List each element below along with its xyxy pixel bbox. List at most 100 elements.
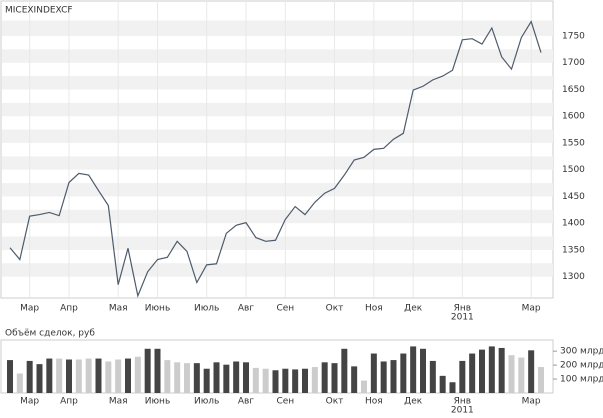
bar bbox=[85, 358, 92, 393]
bar bbox=[449, 382, 456, 393]
grid-band bbox=[2, 236, 553, 250]
bar bbox=[26, 360, 33, 393]
bar bbox=[331, 363, 338, 393]
chart-title: MICEXINDEXCF bbox=[5, 6, 73, 16]
bar bbox=[469, 353, 476, 393]
y-tick-label: 1600 bbox=[562, 112, 585, 122]
x-tick-label: Авг bbox=[238, 304, 254, 314]
bar bbox=[370, 353, 377, 393]
chart-title: Объём сделок, руб bbox=[5, 329, 95, 339]
y-tick-label: 300 млрд bbox=[560, 347, 603, 357]
bar bbox=[125, 358, 131, 393]
bar bbox=[134, 356, 141, 393]
bar bbox=[272, 370, 279, 393]
x-tick-label: Апр bbox=[60, 304, 78, 314]
bar bbox=[184, 363, 190, 393]
year-label: 2011 bbox=[451, 406, 474, 416]
bar bbox=[282, 368, 289, 393]
y-tick-label: 1350 bbox=[562, 245, 585, 255]
bar bbox=[223, 364, 230, 393]
x-tick-label: Мар bbox=[522, 304, 541, 314]
bar bbox=[75, 359, 82, 393]
bar bbox=[262, 368, 269, 393]
y-tick-label: 1650 bbox=[562, 85, 585, 95]
y-tick-label: 1750 bbox=[562, 32, 585, 42]
x-tick-label: Июль bbox=[194, 304, 219, 314]
x-tick-label: Ноя bbox=[365, 397, 383, 407]
price-line bbox=[9, 20, 542, 298]
grid-band bbox=[2, 76, 553, 90]
x-tick-label: Апр bbox=[60, 397, 78, 407]
y-tick-label: 1700 bbox=[562, 58, 585, 68]
y-tick-label: 100 млрд bbox=[560, 375, 603, 385]
bar bbox=[144, 348, 151, 393]
bar bbox=[95, 358, 102, 393]
x-tick-label: Мар bbox=[522, 397, 541, 407]
bar bbox=[7, 360, 13, 393]
grid-band bbox=[2, 102, 553, 117]
y-tick-label: 1300 bbox=[562, 272, 585, 282]
grid-band bbox=[2, 209, 553, 224]
x-tick-label: Окт bbox=[326, 397, 344, 407]
bar bbox=[36, 364, 43, 393]
bar bbox=[380, 361, 387, 393]
bar bbox=[203, 368, 210, 393]
x-tick-label: Июль bbox=[194, 397, 219, 407]
bar bbox=[410, 346, 417, 393]
bar bbox=[213, 362, 220, 393]
x-tick-label: Дек bbox=[404, 397, 423, 407]
bar bbox=[56, 358, 63, 393]
bar bbox=[105, 361, 112, 393]
x-tick-label: Сен bbox=[276, 397, 294, 407]
grid-band bbox=[2, 129, 553, 143]
bar bbox=[518, 357, 525, 393]
bar bbox=[459, 360, 466, 393]
grid-band bbox=[2, 20, 553, 37]
bar bbox=[292, 369, 299, 393]
bar bbox=[439, 375, 446, 393]
x-tick-label: Мар bbox=[20, 397, 39, 407]
bar bbox=[311, 367, 318, 393]
bar bbox=[321, 362, 328, 393]
bar bbox=[154, 348, 161, 393]
x-tick-label: Июнь bbox=[145, 304, 171, 314]
grid-band bbox=[2, 156, 553, 170]
bar bbox=[400, 353, 407, 393]
price-panel bbox=[0, 0, 554, 299]
y-tick-label: 1450 bbox=[562, 192, 585, 202]
bar bbox=[429, 360, 436, 393]
bar bbox=[361, 380, 367, 393]
bar bbox=[538, 367, 544, 393]
bar bbox=[193, 363, 200, 393]
x-tick-label: Окт bbox=[326, 304, 344, 314]
x-tick-label: Мар bbox=[20, 304, 39, 314]
bar bbox=[46, 358, 53, 393]
x-tick-label: Янв bbox=[454, 397, 471, 407]
bar bbox=[66, 359, 72, 393]
grid-band bbox=[2, 263, 553, 277]
grid-band bbox=[2, 183, 553, 197]
bar bbox=[252, 367, 259, 393]
y-tick-label: 1550 bbox=[562, 138, 585, 148]
year-label: 2011 bbox=[451, 313, 474, 323]
bar bbox=[174, 362, 181, 393]
x-tick-label: Сен bbox=[276, 304, 294, 314]
x-tick-label: Ноя bbox=[365, 304, 383, 314]
x-tick-label: Авг bbox=[238, 397, 254, 407]
y-tick-label: 200 млрд bbox=[560, 361, 603, 371]
bar bbox=[420, 348, 426, 393]
bar bbox=[390, 360, 397, 393]
bar bbox=[243, 362, 249, 393]
bar bbox=[351, 366, 358, 393]
x-tick-label: Дек bbox=[404, 304, 423, 314]
y-tick-label: 1400 bbox=[562, 219, 585, 229]
bar bbox=[528, 350, 535, 393]
x-tick-label: Мая bbox=[109, 397, 128, 407]
x-tick-label: Янв bbox=[454, 304, 471, 314]
bar bbox=[16, 373, 23, 393]
bar bbox=[341, 348, 348, 393]
bar bbox=[498, 347, 505, 393]
bar bbox=[479, 349, 485, 393]
